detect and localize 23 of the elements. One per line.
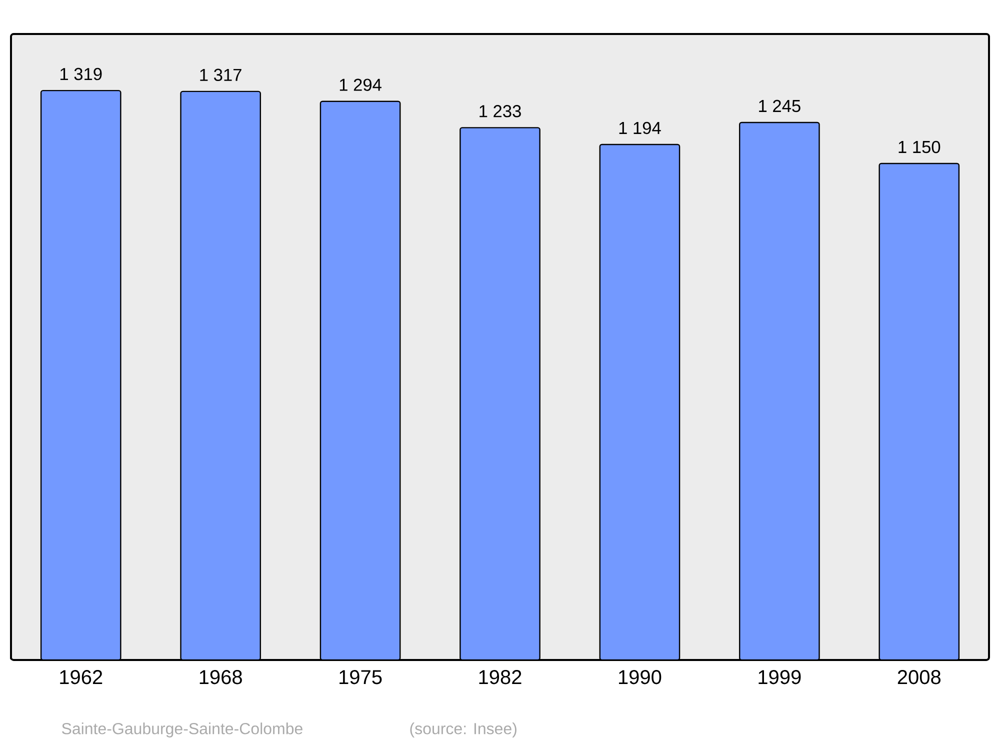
bar	[320, 100, 401, 660]
bar	[180, 90, 261, 660]
bar	[739, 122, 820, 660]
data-label: 1 294	[340, 78, 382, 91]
data-label: 1 194	[619, 122, 661, 134]
bar	[40, 90, 122, 660]
x-tick-label: 2008	[898, 670, 941, 684]
x-tick-label: 1962	[60, 670, 102, 684]
text: (source: Insee)	[410, 722, 516, 738]
data-label: 1 319	[60, 68, 102, 80]
data-label: 1 233	[480, 105, 521, 118]
data-label: 1 150	[898, 140, 940, 154]
x-tick-label: 1968	[200, 670, 242, 684]
bar	[460, 127, 540, 660]
x-tick-label: 1990	[618, 670, 662, 684]
x-tick-label: 1982	[479, 670, 522, 684]
x-tick-label: 1975	[340, 670, 382, 684]
data-label: 1 245	[759, 100, 800, 112]
data-label: 1 317	[200, 68, 242, 82]
x-tick-label: 1999	[758, 670, 801, 684]
text: Sainte-Gauburge-Sainte-Colombe	[62, 722, 302, 738]
bar	[878, 162, 960, 660]
bar	[599, 144, 680, 660]
